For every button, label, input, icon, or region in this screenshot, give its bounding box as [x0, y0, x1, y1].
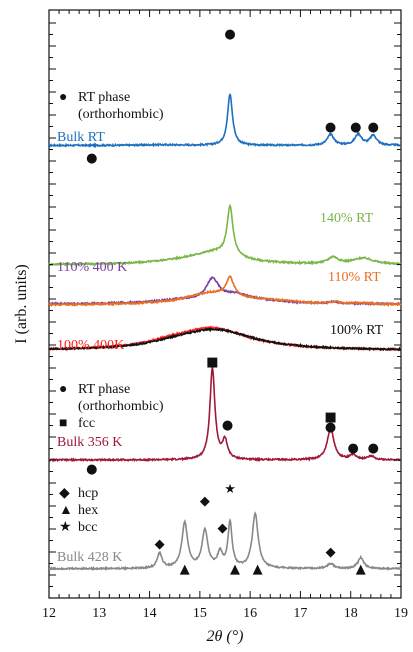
peak-marker: ◆	[217, 521, 227, 536]
x-tick-label: 19	[394, 606, 408, 621]
series-line-110-rt	[48, 275, 402, 308]
legend-entry: hex	[78, 503, 98, 518]
peak-markers: ●● ● ●●■●■●● ●●★◆◆◆◆▲ ▲ ▲ ▲	[86, 27, 379, 577]
peak-marker: ▲	[253, 562, 263, 577]
peak-marker: ●	[348, 441, 359, 456]
label-bulk-rt: Bulk RT	[57, 130, 105, 145]
legend-symbol: ◆	[59, 486, 70, 501]
series-line-bulk-rt	[48, 93, 402, 149]
series-line-bulk-356-k	[48, 366, 402, 463]
legend-entry: RT phase	[78, 90, 130, 105]
x-tick-label: 17	[293, 606, 307, 621]
x-tick-label: 12	[42, 606, 56, 621]
peak-marker: ●	[325, 120, 336, 135]
label-140-rt: 140% RT	[320, 211, 374, 226]
peak-marker: ●	[86, 151, 97, 166]
peak-marker: ●	[325, 420, 336, 435]
legend-symbol: ●	[59, 90, 67, 105]
x-tick-label: 13	[92, 606, 106, 621]
x-tick-label: 15	[193, 606, 207, 621]
series-line-100-rt	[48, 326, 402, 352]
legend-entry: fcc	[78, 416, 95, 431]
legend-entry: hcp	[78, 486, 98, 501]
label-bulk-428k: Bulk 428 K	[57, 550, 122, 565]
peak-marker: ★	[224, 482, 236, 497]
y-axis-label: I (arb. units)	[13, 264, 30, 344]
legend-entry: (orthorhombic)	[78, 399, 164, 414]
legend-symbol: ▲	[59, 503, 73, 518]
x-axis-label: 2θ (°)	[207, 628, 244, 645]
label-100-400k: 100% 400K	[57, 338, 124, 353]
legend-symbol: ★	[59, 520, 72, 535]
label-110-rt: 110% RT	[328, 270, 381, 285]
peak-marker: ▲	[356, 562, 366, 577]
peak-marker: ▲	[230, 562, 240, 577]
peak-marker: ●	[368, 120, 379, 135]
peak-marker: ◆	[326, 545, 336, 560]
legend-entry: RT phase	[78, 382, 130, 397]
peak-marker: ●	[222, 418, 233, 433]
peak-marker: ◆	[200, 494, 210, 509]
legend-symbol: ■	[59, 416, 67, 431]
peak-marker: ●	[368, 441, 379, 456]
peak-marker: ●	[86, 462, 97, 477]
peak-marker: ■	[206, 355, 218, 370]
peak-marker: ●	[224, 27, 235, 42]
legend-entry: (orthorhombic)	[78, 107, 164, 122]
label-100-rt: 100% RT	[330, 323, 384, 338]
peak-marker: ■	[324, 410, 336, 425]
label-bulk-356k: Bulk 356 K	[57, 435, 122, 450]
series-line-bulk-428-k	[48, 511, 402, 572]
x-tick-label: 16	[243, 606, 257, 621]
legend-symbol: ●	[59, 382, 67, 397]
legend-rt-phase-fcc: ● RT phase (orthorhombic) ■ fcc	[59, 382, 164, 431]
legend-rt-phase-top: ● RT phase (orthorhombic)	[59, 90, 164, 122]
legend-structures: ◆ hcp ▲ hex ★ bcc	[59, 486, 98, 535]
label-110-400k: 110% 400 K	[57, 260, 127, 275]
y-axis-ticks	[49, 22, 401, 587]
series-line-140-rt	[48, 203, 402, 267]
peak-marker: ◆	[155, 537, 165, 552]
peak-marker: ▲	[180, 562, 190, 577]
x-tick-label: 14	[143, 606, 157, 621]
peak-marker: ●	[350, 120, 361, 135]
curves	[48, 93, 402, 572]
legend-entry: bcc	[78, 520, 97, 535]
x-axis-ticks: 12 13 14 15 16 17 18 19	[42, 10, 408, 621]
x-tick-label: 18	[344, 606, 358, 621]
